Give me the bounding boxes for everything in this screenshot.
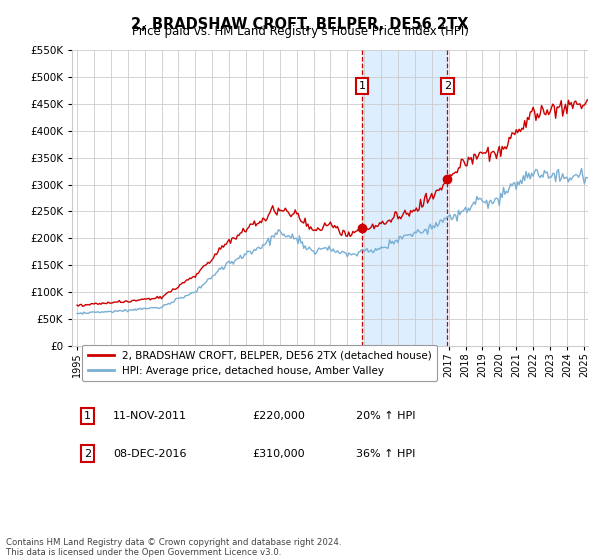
Text: 2, BRADSHAW CROFT, BELPER, DE56 2TX: 2, BRADSHAW CROFT, BELPER, DE56 2TX: [131, 17, 469, 32]
Text: Price paid vs. HM Land Registry's House Price Index (HPI): Price paid vs. HM Land Registry's House …: [131, 25, 469, 38]
Text: 1: 1: [359, 81, 365, 91]
Text: £310,000: £310,000: [253, 449, 305, 459]
Text: 11-NOV-2011: 11-NOV-2011: [113, 411, 187, 421]
Text: 2: 2: [444, 81, 451, 91]
Text: 20% ↑ HPI: 20% ↑ HPI: [356, 411, 415, 421]
Text: £220,000: £220,000: [253, 411, 305, 421]
Legend: 2, BRADSHAW CROFT, BELPER, DE56 2TX (detached house), HPI: Average price, detach: 2, BRADSHAW CROFT, BELPER, DE56 2TX (det…: [82, 345, 437, 381]
Text: 1: 1: [84, 411, 91, 421]
Text: 36% ↑ HPI: 36% ↑ HPI: [356, 449, 415, 459]
Text: 2: 2: [84, 449, 91, 459]
Text: 08-DEC-2016: 08-DEC-2016: [113, 449, 187, 459]
Text: Contains HM Land Registry data © Crown copyright and database right 2024.
This d: Contains HM Land Registry data © Crown c…: [6, 538, 341, 557]
Bar: [362, 50, 448, 346]
